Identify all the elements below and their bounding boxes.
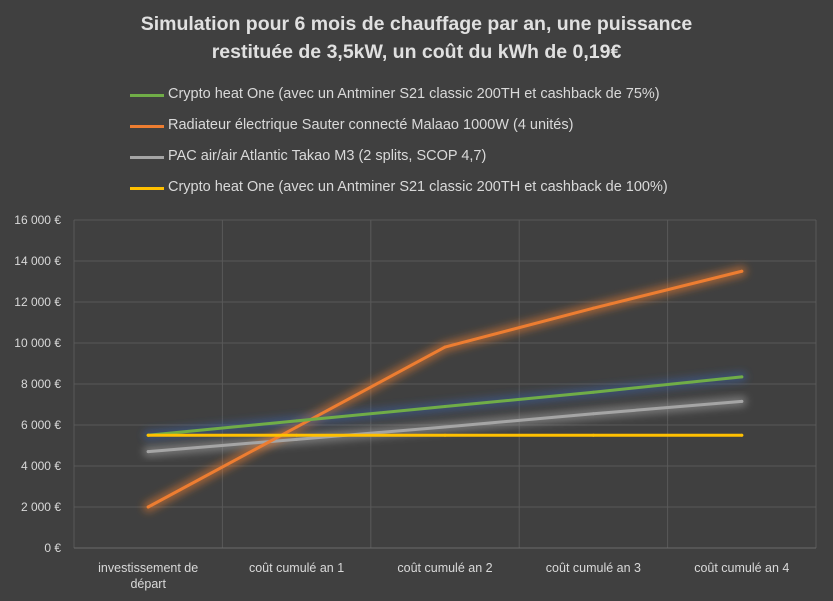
x-tick-label-0: investissement de départ [98, 561, 198, 591]
y-tick-label-5: 10 000 € [14, 336, 61, 350]
series-1-point-2 [443, 405, 447, 409]
x-tick-label-1: coût cumulé an 1 [249, 561, 344, 575]
legend-swatch-2 [130, 125, 164, 128]
series-2-point-2 [443, 345, 447, 349]
legend-label-1: Crypto heat One (avec un Antminer S21 cl… [168, 86, 660, 102]
x-tick-label-2: coût cumulé an 2 [397, 561, 492, 575]
series-3-point-0 [146, 450, 150, 454]
y-tick-label-7: 14 000 € [14, 254, 61, 268]
series-3-point-1 [295, 437, 299, 441]
series-2-point-0 [146, 505, 150, 509]
series-1-point-1 [295, 419, 299, 423]
y-tick-label-0: 0 € [44, 541, 61, 555]
series-4-point-3 [591, 433, 595, 437]
series-3-point-4 [740, 399, 744, 403]
legend-label-4: Crypto heat One (avec un Antminer S21 cl… [168, 179, 668, 195]
series-3-point-2 [443, 425, 447, 429]
legend-swatch-4 [130, 187, 164, 190]
chart-title-line-1: Simulation pour 6 mois de chauffage par … [140, 13, 693, 35]
chart-title-line-2: restituée de 3,5kW, un coût du kWh de 0,… [211, 41, 622, 63]
y-tick-label-2: 4 000 € [21, 459, 61, 473]
legend-label-3: PAC air/air Atlantic Takao M3 (2 splits,… [168, 148, 487, 164]
x-axis: investissement de départ coût cumulé an 1 c… [98, 561, 789, 591]
y-tick-label-4: 8 000 € [21, 377, 61, 391]
y-tick-label-3: 6 000 € [21, 418, 61, 432]
y-tick-label-8: 16 000 € [14, 213, 61, 227]
legend-swatch-3 [130, 156, 164, 159]
series-4-point-1 [295, 433, 299, 437]
series-4-point-2 [443, 433, 447, 437]
y-axis: 0 € 2 000 € 4 000 € 6 000 € 8 000 € 10 000 € 1… [14, 213, 61, 555]
series-1-point-3 [591, 390, 595, 394]
series-2-point-4 [740, 269, 744, 273]
series-3-point-3 [591, 412, 595, 416]
series-2-point-1 [295, 425, 299, 429]
series-1-point-4 [740, 375, 744, 379]
series-4-point-4 [740, 433, 744, 437]
y-tick-label-1: 2 000 € [21, 500, 61, 514]
series-4-point-0 [146, 433, 150, 437]
series-2-point-3 [591, 306, 595, 310]
y-tick-label-6: 12 000 € [14, 295, 61, 309]
chart-title: Simulation pour 6 mois de chauffage par … [0, 10, 833, 66]
x-tick-label-3: coût cumulé an 3 [546, 561, 641, 575]
legend-swatch-1 [130, 94, 164, 97]
series-lines [143, 266, 747, 512]
legend-label-2: Radiateur électrique Sauter connecté Mal… [168, 117, 574, 133]
x-tick-label-4: coût cumulé an 4 [694, 561, 789, 575]
